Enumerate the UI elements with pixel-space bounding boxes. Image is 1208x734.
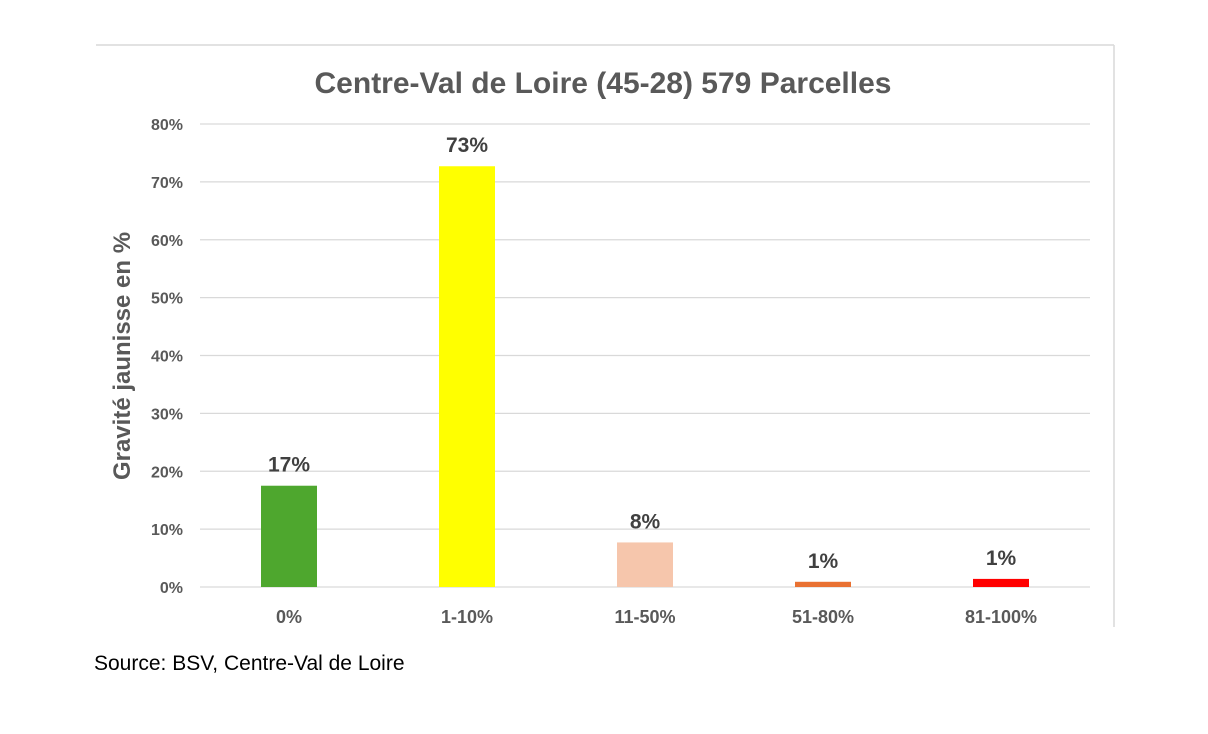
y-tick-label: 20%	[151, 464, 183, 481]
y-tick-label: 0%	[160, 580, 183, 597]
bar-11-50%	[617, 542, 673, 587]
y-tick-label: 70%	[151, 175, 183, 192]
data-label: 8%	[630, 510, 661, 533]
data-labels: 17% 73% 8% 1% 1%	[268, 134, 1017, 573]
y-tick-label: 50%	[151, 291, 183, 308]
bars	[261, 166, 1029, 587]
x-category-label: 1-10%	[441, 607, 493, 627]
bar-51-80%	[795, 581, 851, 587]
x-category-label: 11-50%	[614, 607, 675, 627]
bar-81-100%	[973, 578, 1029, 587]
x-category-label: 81-100%	[965, 607, 1037, 627]
data-label: 1%	[808, 550, 839, 573]
gridlines	[200, 123, 1090, 588]
bar-1-10%	[439, 166, 495, 587]
y-tick-labels: 0% 10% 20% 30% 40% 50% 60% 70% 80%	[151, 117, 183, 597]
y-tick-label: 60%	[151, 233, 183, 250]
data-label: 17%	[268, 454, 310, 477]
y-axis-label: Gravité jaunisse en %	[109, 232, 136, 480]
bar-0%	[261, 485, 317, 587]
data-label: 73%	[446, 134, 488, 157]
x-category-label: 0%	[276, 607, 302, 627]
x-category-labels: 0% 1-10% 11-50% 51-80% 81-100%	[276, 607, 1037, 627]
x-category-label: 51-80%	[792, 607, 854, 627]
data-label: 1%	[986, 547, 1017, 570]
chart-title: Centre-Val de Loire (45-28) 579 Parcelle…	[315, 67, 892, 100]
y-tick-label: 80%	[151, 117, 183, 134]
source-note: Source: BSV, Centre-Val de Loire	[94, 652, 405, 675]
y-tick-label: 30%	[151, 406, 183, 423]
y-tick-label: 40%	[151, 349, 183, 366]
y-tick-label: 10%	[151, 522, 183, 539]
